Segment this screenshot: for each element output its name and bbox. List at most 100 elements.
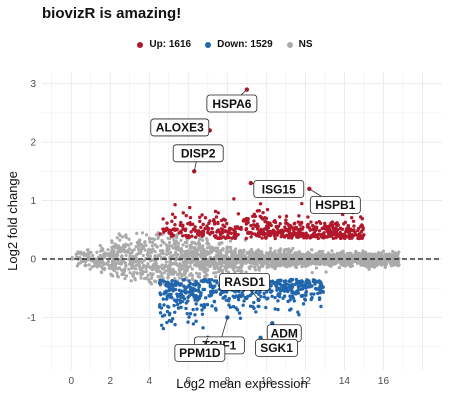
up-point	[297, 230, 301, 234]
ns-point	[158, 274, 163, 279]
ns-point	[197, 237, 202, 242]
ns-point	[391, 249, 395, 254]
ns-point	[223, 265, 227, 269]
ns-point	[293, 251, 297, 255]
ns-point	[379, 259, 383, 263]
ns-point	[387, 259, 391, 263]
up-point	[165, 221, 169, 225]
ns-point	[326, 251, 331, 255]
up-point	[281, 231, 285, 235]
ns-point	[273, 267, 277, 271]
down-point	[212, 300, 217, 304]
ns-point	[117, 232, 121, 236]
ns-point	[101, 266, 105, 271]
up-point	[208, 219, 212, 223]
ns-point	[219, 252, 223, 257]
down-point	[294, 292, 298, 296]
ns-point	[121, 235, 125, 239]
up-point	[229, 231, 233, 235]
ns-point	[156, 255, 160, 259]
ns-point	[288, 253, 292, 258]
ns-point	[314, 266, 319, 270]
ns-point	[310, 248, 314, 252]
ns-point	[363, 250, 368, 254]
ns-point	[276, 255, 281, 260]
up-point	[249, 223, 253, 228]
ns-point	[106, 252, 111, 256]
down-point	[254, 310, 258, 314]
ns-point	[152, 267, 156, 271]
up-point	[338, 226, 343, 230]
ns-point	[205, 273, 209, 277]
up-point	[350, 236, 354, 240]
ns-point	[189, 261, 193, 265]
down-point	[159, 323, 164, 328]
ns-point	[143, 240, 147, 244]
ns-point	[377, 252, 382, 256]
ns-point	[70, 255, 74, 260]
up-point	[263, 215, 267, 220]
down-point	[299, 287, 303, 291]
ns-point	[337, 265, 342, 270]
up-point	[321, 236, 326, 240]
down-point	[198, 294, 203, 298]
ns-point	[293, 255, 298, 259]
ns-point	[149, 282, 154, 286]
down-point	[178, 298, 182, 302]
ns-point	[288, 257, 292, 261]
down-point	[223, 294, 228, 299]
ns-point	[124, 234, 128, 238]
up-point	[296, 235, 301, 239]
up-point	[337, 233, 341, 237]
up-point	[316, 233, 320, 238]
up-point	[292, 229, 296, 234]
ns-point	[150, 272, 155, 277]
ns-point	[166, 236, 170, 240]
down-point	[222, 290, 226, 294]
down-point	[207, 294, 211, 298]
up-point	[263, 219, 267, 224]
up-point	[184, 213, 188, 218]
down-point	[286, 289, 290, 294]
ns-point	[287, 247, 291, 251]
ns-point	[153, 263, 158, 267]
up-point	[239, 227, 243, 231]
ns-point	[253, 253, 257, 257]
up-point	[346, 224, 350, 228]
up-point	[158, 232, 162, 236]
up-point	[259, 227, 263, 232]
ns-point	[305, 252, 310, 256]
down-point	[264, 305, 268, 310]
up-point	[327, 224, 332, 228]
ns-point	[153, 243, 157, 247]
up-point	[292, 233, 296, 237]
ns-point	[140, 260, 144, 265]
ns-point	[250, 261, 254, 265]
ns-point	[207, 242, 211, 246]
down-point	[165, 320, 169, 325]
ns-point	[193, 263, 197, 267]
ns-point	[393, 251, 397, 255]
up-point	[175, 227, 179, 231]
up-point	[251, 223, 256, 227]
ns-point	[392, 262, 396, 266]
down-point	[208, 283, 213, 287]
ns-point	[116, 261, 120, 265]
down-point	[178, 282, 183, 287]
ns-point	[167, 264, 171, 268]
legend-label-up: Up: 1616	[149, 39, 192, 50]
ns-point	[359, 259, 364, 263]
ns-point	[113, 265, 118, 269]
ns-point	[217, 270, 221, 274]
up-point	[300, 227, 305, 231]
down-point	[290, 282, 294, 287]
down-point	[170, 317, 175, 321]
up-point	[286, 236, 291, 240]
down-point	[319, 304, 323, 309]
up-point	[302, 236, 306, 240]
up-point	[181, 211, 185, 215]
up-point	[277, 215, 282, 219]
down-point	[202, 302, 206, 307]
ns-point	[265, 260, 270, 264]
down-point	[286, 299, 290, 304]
